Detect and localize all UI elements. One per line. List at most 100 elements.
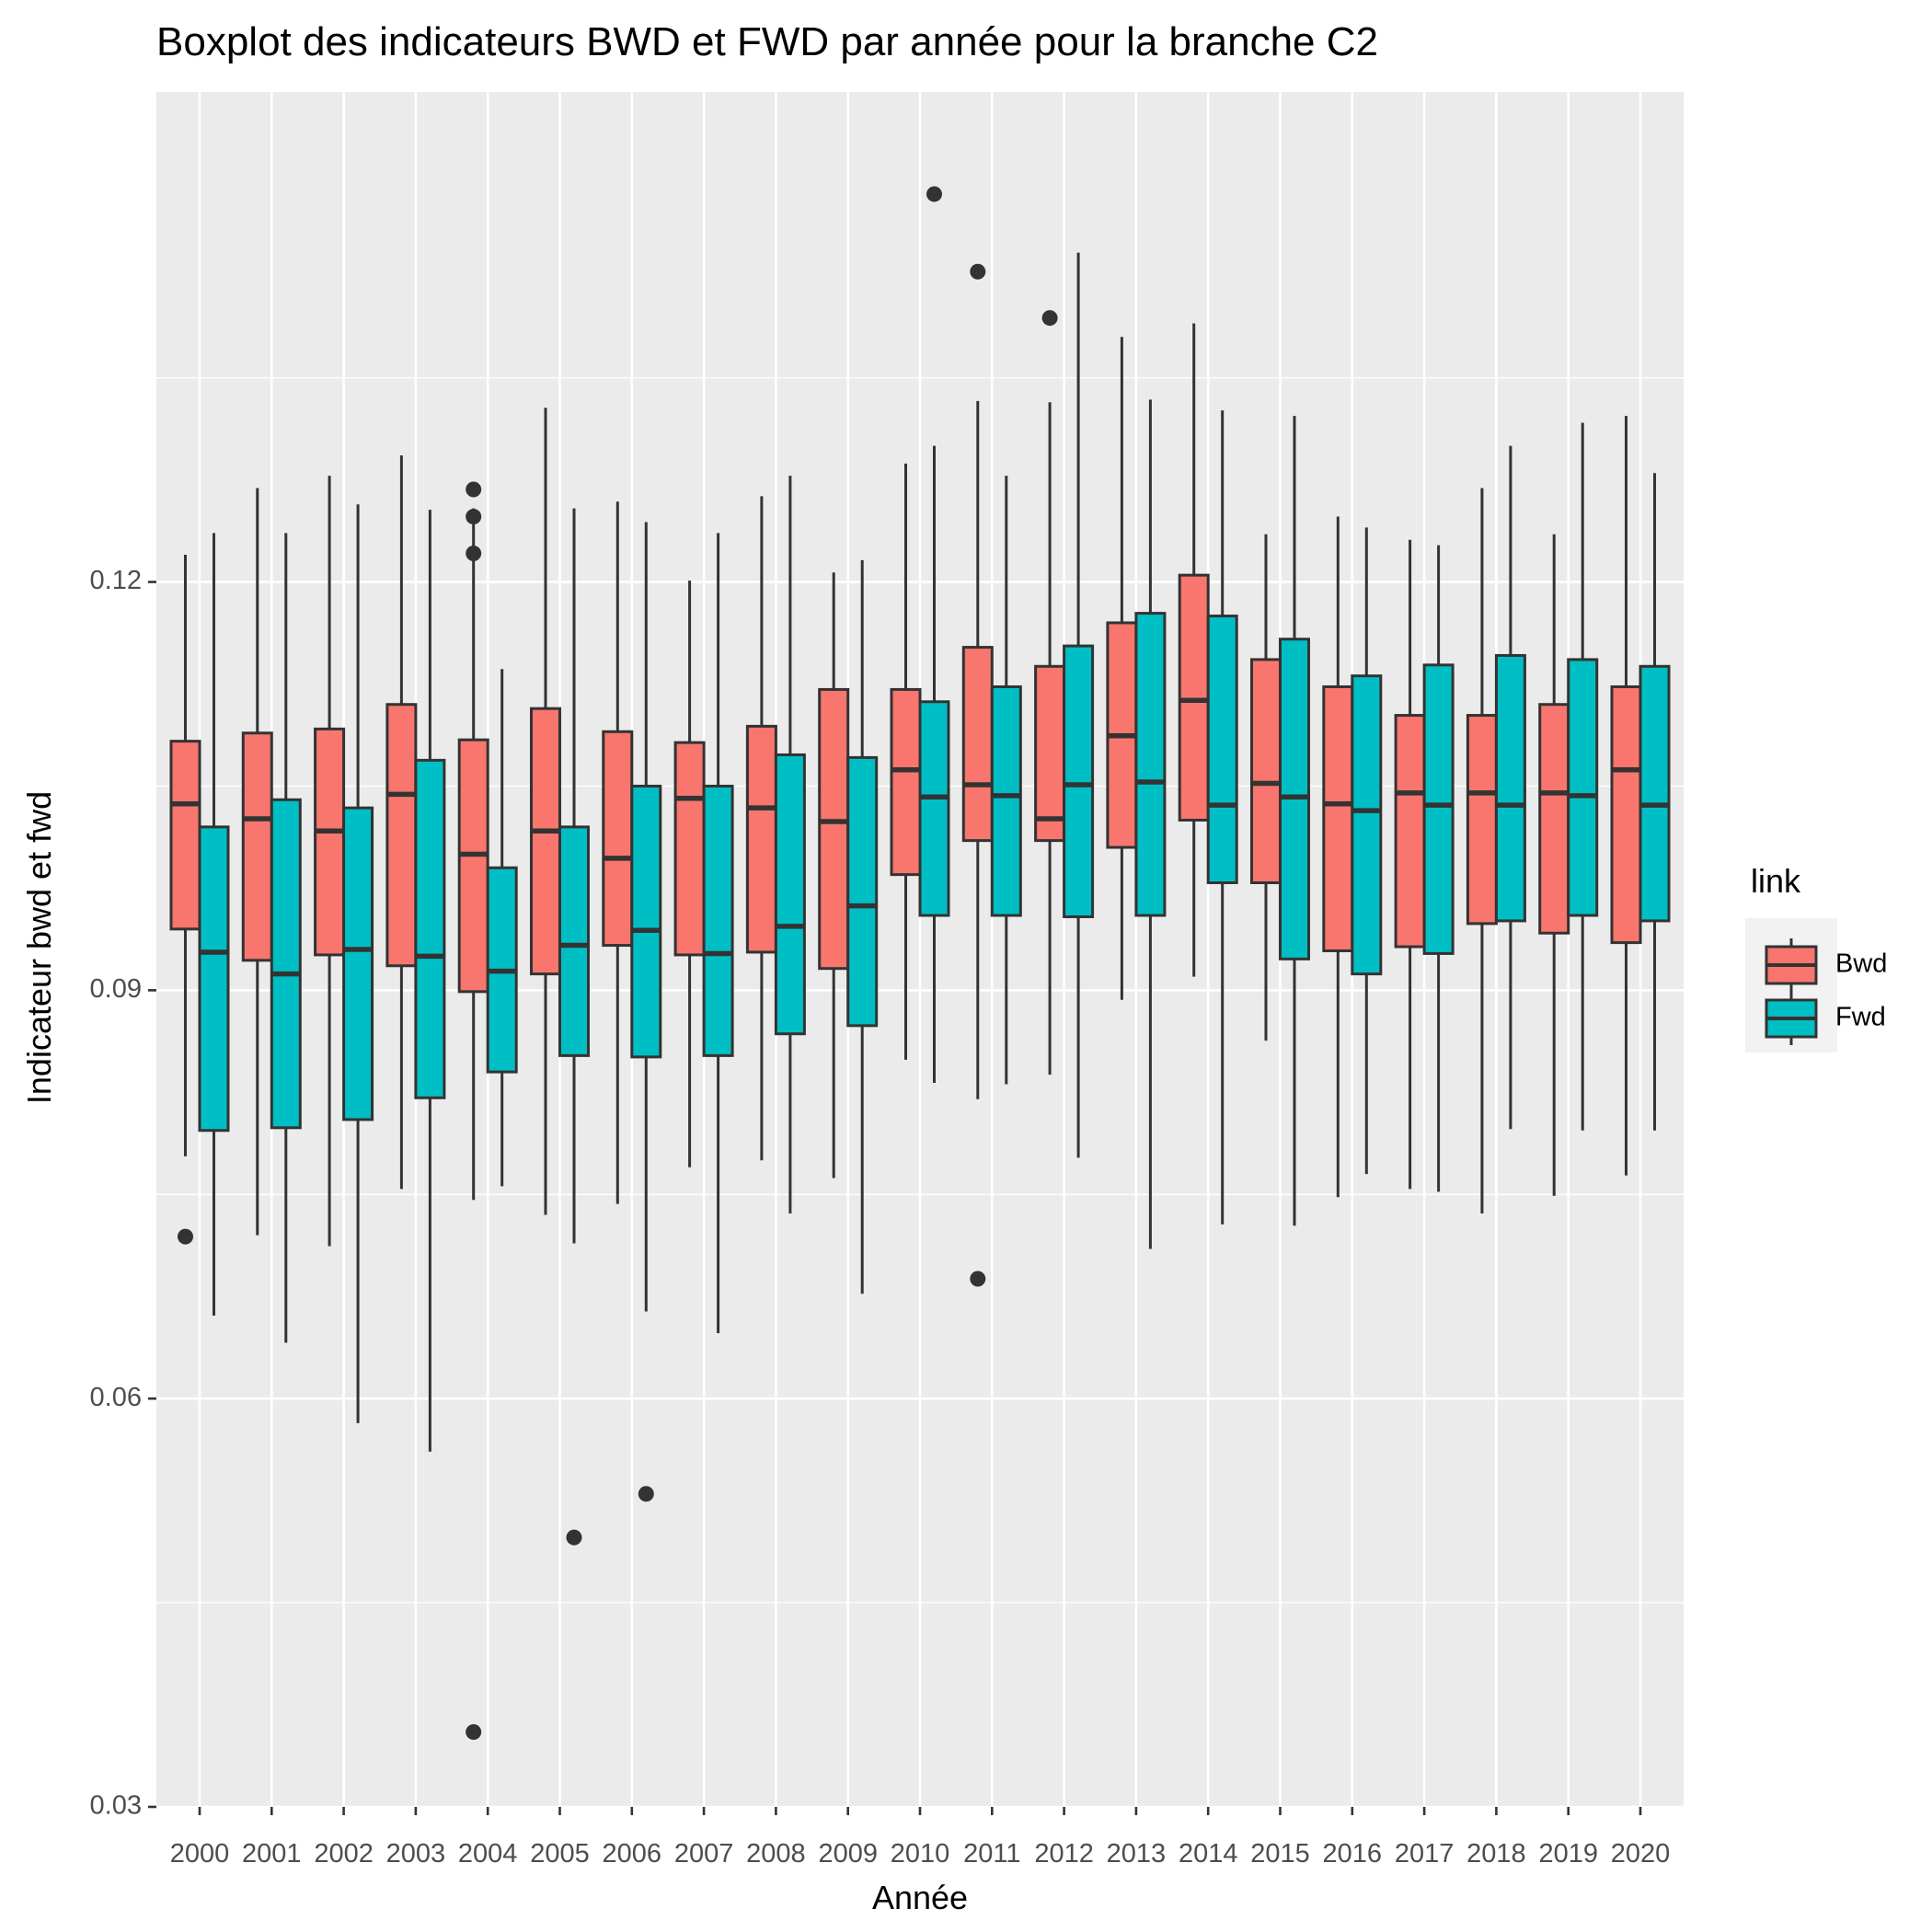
box-body bbox=[602, 730, 634, 948]
y-tick-label: 0.12 bbox=[90, 566, 142, 595]
box-fwd-2008 bbox=[774, 476, 806, 1213]
box-fwd-2015 bbox=[1279, 416, 1311, 1226]
x-tick-label: 2004 bbox=[458, 1839, 518, 1869]
outlier-point bbox=[1041, 310, 1058, 327]
box-bwd-2000 bbox=[169, 554, 201, 1245]
outlier-point bbox=[566, 1529, 582, 1546]
box-body bbox=[1567, 658, 1599, 917]
box-body bbox=[630, 784, 662, 1059]
chart-title: Boxplot des indicateurs BWD et FWD par a… bbox=[156, 19, 1378, 64]
box-body bbox=[745, 724, 777, 954]
box-fwd-2014 bbox=[1206, 410, 1238, 1225]
box-body bbox=[1639, 664, 1671, 923]
box-body bbox=[1063, 644, 1095, 918]
box-fwd-2010 bbox=[918, 186, 950, 1083]
box-body bbox=[1134, 612, 1167, 917]
box-fwd-2001 bbox=[270, 533, 302, 1343]
x-tick-label: 2017 bbox=[1395, 1839, 1455, 1869]
box-body bbox=[1178, 573, 1210, 822]
box-layer bbox=[169, 186, 1671, 1741]
box-body bbox=[818, 687, 850, 971]
box-fwd-2012 bbox=[1063, 252, 1095, 1158]
x-tick-label: 2006 bbox=[603, 1839, 662, 1869]
outlier-point bbox=[466, 1724, 482, 1741]
box-body bbox=[918, 700, 950, 917]
box-body bbox=[385, 703, 418, 968]
box-bwd-2002 bbox=[314, 476, 346, 1247]
x-tick-label: 2003 bbox=[386, 1839, 446, 1869]
outlier-point bbox=[926, 186, 942, 202]
legend-title: link bbox=[1751, 862, 1801, 900]
box-bwd-2013 bbox=[1106, 337, 1138, 1000]
box-bwd-2014 bbox=[1178, 323, 1210, 977]
x-tick-label: 2000 bbox=[170, 1839, 230, 1869]
x-tick-label: 2009 bbox=[818, 1839, 878, 1869]
box-fwd-2006 bbox=[630, 522, 662, 1502]
outlier-point bbox=[177, 1228, 193, 1245]
box-body bbox=[1422, 663, 1455, 955]
box-body bbox=[342, 806, 374, 1121]
legend-key-fwd bbox=[1765, 992, 1818, 1045]
box-fwd-2011 bbox=[990, 476, 1022, 1085]
x-tick-label: 2013 bbox=[1107, 1839, 1167, 1869]
box-body bbox=[890, 687, 922, 877]
x-tick-label: 2015 bbox=[1250, 1839, 1310, 1869]
box-bwd-2007 bbox=[673, 581, 706, 1167]
box-body bbox=[529, 707, 561, 976]
box-body bbox=[198, 825, 230, 1133]
box-body bbox=[1322, 684, 1354, 952]
outlier-point bbox=[466, 509, 482, 525]
x-tick-label: 2008 bbox=[746, 1839, 806, 1869]
box-bwd-2004 bbox=[457, 481, 489, 1741]
y-tick-label: 0.09 bbox=[90, 974, 142, 1004]
x-tick-label: 2002 bbox=[314, 1839, 374, 1869]
box-fwd-2018 bbox=[1494, 445, 1526, 1130]
box-body bbox=[241, 731, 273, 962]
legend: link Bwd Fwd bbox=[1745, 862, 1887, 1052]
box-fwd-2007 bbox=[702, 533, 734, 1334]
box-bwd-2012 bbox=[1034, 310, 1066, 1075]
box-fwd-2002 bbox=[342, 504, 374, 1423]
x-tick-label: 2005 bbox=[530, 1839, 590, 1869]
box-fwd-2003 bbox=[414, 510, 446, 1452]
outlier-point bbox=[970, 263, 986, 280]
box-body bbox=[1466, 714, 1498, 926]
legend-label-fwd: Fwd bbox=[1835, 1003, 1886, 1032]
x-tick-label: 2018 bbox=[1466, 1839, 1526, 1869]
box-body bbox=[1351, 674, 1383, 976]
x-tick-label: 2014 bbox=[1179, 1839, 1238, 1869]
x-tick-label: 2010 bbox=[891, 1839, 950, 1869]
box-body bbox=[1034, 664, 1066, 843]
box-fwd-2019 bbox=[1567, 422, 1599, 1131]
box-bwd-2011 bbox=[961, 263, 994, 1287]
box-body bbox=[961, 646, 994, 843]
legend-label-bwd: Bwd bbox=[1835, 949, 1887, 979]
box-fwd-2000 bbox=[198, 533, 230, 1316]
outlier-point bbox=[466, 481, 482, 498]
x-tick-label: 2012 bbox=[1034, 1839, 1094, 1869]
x-axis-title: Année bbox=[872, 1879, 968, 1916]
y-tick-label: 0.03 bbox=[90, 1791, 142, 1821]
box-fwd-2020 bbox=[1639, 473, 1671, 1131]
box-body bbox=[457, 738, 489, 994]
box-body bbox=[270, 798, 302, 1130]
box-body bbox=[1494, 653, 1526, 923]
y-tick-label: 0.06 bbox=[90, 1383, 142, 1412]
x-tick-label: 2019 bbox=[1538, 1839, 1598, 1869]
box-body bbox=[169, 740, 201, 931]
outlier-point bbox=[466, 546, 482, 562]
box-body bbox=[774, 753, 806, 1036]
box-fwd-2016 bbox=[1351, 527, 1383, 1175]
x-tick-label: 2001 bbox=[242, 1839, 302, 1869]
box-fwd-2004 bbox=[486, 669, 518, 1187]
box-bwd-2005 bbox=[529, 408, 561, 1215]
box-body bbox=[414, 758, 446, 1099]
x-tick-label: 2007 bbox=[674, 1839, 734, 1869]
box-body bbox=[846, 755, 879, 1028]
box-fwd-2013 bbox=[1134, 399, 1167, 1249]
box-body bbox=[990, 684, 1022, 917]
box-body bbox=[702, 784, 734, 1057]
x-tick-label: 2020 bbox=[1611, 1839, 1671, 1869]
box-bwd-2001 bbox=[241, 488, 273, 1236]
